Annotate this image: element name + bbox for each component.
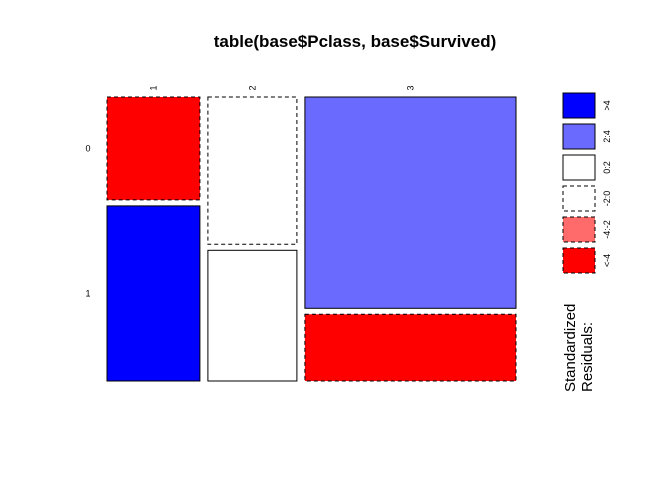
legend-label-2: 0:2 — [602, 161, 612, 174]
row-labels: 01 — [85, 143, 90, 298]
legend-swatch-3 — [562, 185, 596, 212]
mosaic-cell-2-0 — [207, 96, 298, 245]
legend: >4 2:4 0:2 -2:0 -4:-2 <-4 Standardized Residual… — [562, 92, 612, 392]
mosaic-cell-1-1 — [106, 205, 201, 382]
legend-title-line-2: Residuals: — [579, 322, 596, 392]
legend-label-4: -4:-2 — [602, 220, 612, 239]
legend-label-3: -2:0 — [602, 191, 612, 207]
legend-swatch-0 — [562, 92, 596, 119]
mosaic-cells — [106, 96, 517, 382]
legend-label-0: >4 — [602, 100, 612, 110]
mosaic-cell-3-0 — [304, 96, 517, 309]
legend-swatch-4 — [562, 216, 596, 243]
chart-title: table(base$Pclass, base$Survived) — [214, 32, 497, 51]
mosaic-cell-3-1 — [304, 313, 517, 382]
legend-swatch-1 — [562, 123, 596, 150]
column-label-2: 2 — [247, 85, 257, 90]
column-labels: 1 2 3 — [148, 85, 415, 90]
legend-swatch-5 — [562, 247, 596, 274]
mosaic-cell-2-1 — [207, 249, 298, 382]
legend-label-1: 2:4 — [602, 130, 612, 143]
row-label-1: 1 — [85, 288, 90, 298]
column-label-1: 1 — [148, 85, 158, 90]
legend-label-5: <-4 — [602, 254, 612, 267]
mosaic-cell-1-0 — [106, 96, 201, 201]
legend-swatch-2 — [562, 154, 596, 181]
legend-title-line-1: Standardized — [562, 304, 579, 392]
row-label-0: 0 — [85, 143, 90, 153]
column-label-3: 3 — [405, 85, 415, 90]
